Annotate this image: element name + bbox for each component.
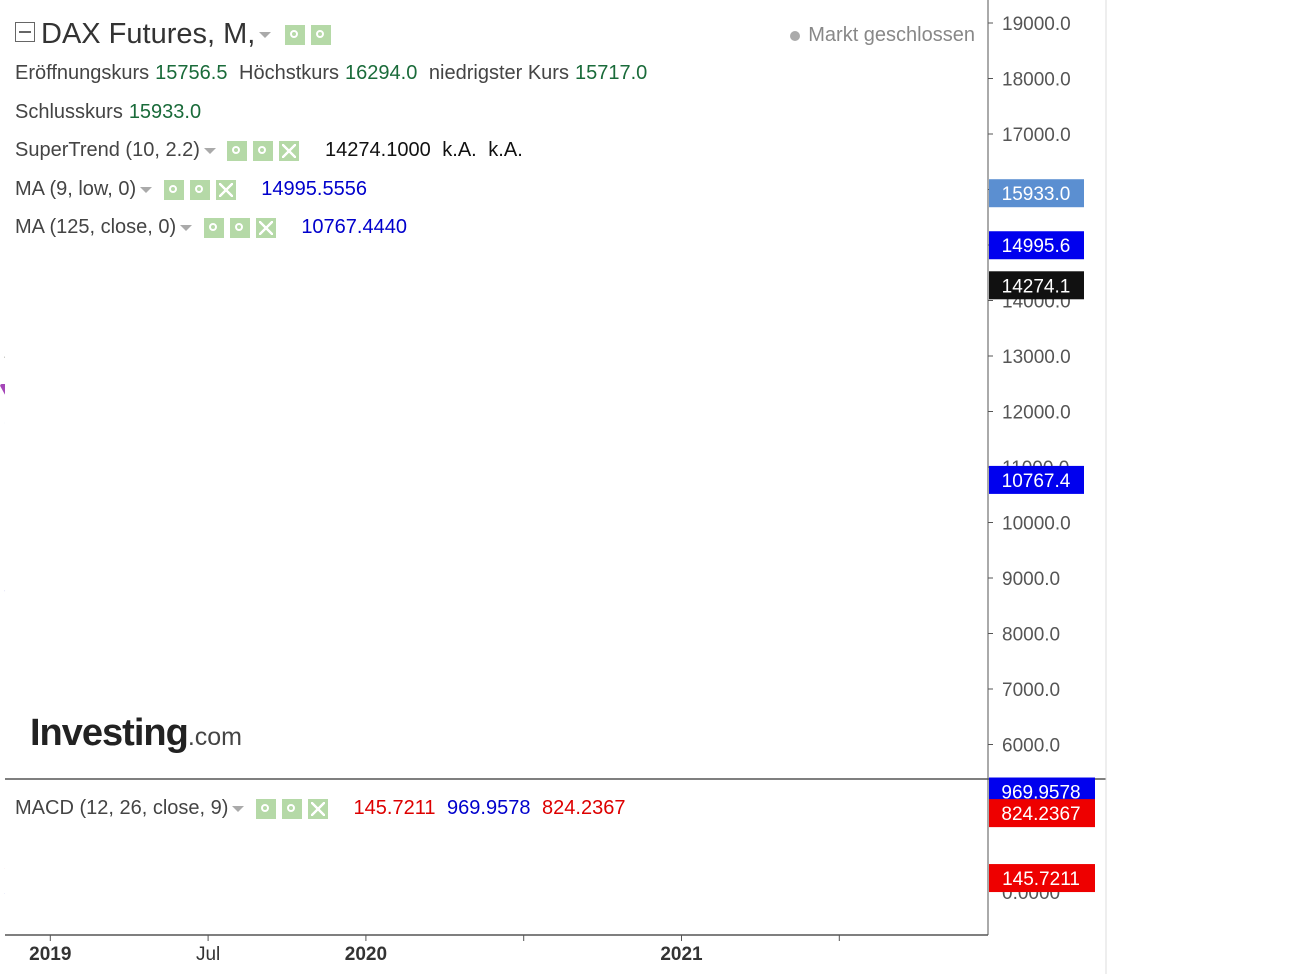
close-label: Schlusskurs [15,101,123,123]
y-tick-label: 12000.0 [1002,403,1071,424]
eye-icon[interactable] [255,798,276,819]
macd-hist-tag-text: 145.7211 [1002,869,1080,890]
axes: 6000.07000.08000.09000.010000.011000.012… [5,0,1315,974]
eye-icon[interactable] [203,217,224,238]
eye-icon[interactable] [163,179,184,200]
chevron-down-icon[interactable] [232,805,245,812]
last-price-tag-text: 15933.0 [1002,184,1071,205]
macd-line-tag-text: 969.9578 [1001,783,1080,804]
supertrend-price-tag-text: 14274.1 [1002,276,1071,297]
low-label: niedrigster Kurs [428,62,569,84]
background [5,0,1315,974]
logo-main: Investing [30,712,189,754]
y-tick-label: 9000.0 [1002,569,1060,590]
gear-icon[interactable] [229,217,250,238]
x-tick-label: 2019 [29,944,71,965]
macd-label: MACD (12, 26, close, 9) [15,797,229,819]
gear-icon[interactable] [189,179,210,200]
indicator-ma125[interactable]: MA (125, close, 0) 10767.4440 [15,216,413,239]
low-value: 15717.0 [574,62,648,84]
high-value: 16294.0 [345,62,418,84]
logo-suffix: .com [187,723,242,751]
ma9-price-tag: 14995.6 [989,231,1084,260]
high-label: Höchstkurs [239,62,340,84]
gear-icon[interactable] [311,25,332,46]
chart-title-row: DAX Futures, M, [15,18,337,51]
supertrend-price-tag-bg [989,271,1084,300]
status-dot-icon [790,30,801,41]
chevron-down-icon[interactable] [180,224,193,231]
x-tick-label: Jul [196,944,220,965]
macd-signal-value: 824.2367 [542,797,626,819]
macd-hist-tag-bg [989,864,1095,893]
macd-signal-tag: 824.2367 [989,799,1095,828]
ma9-price-tag-text: 14995.6 [1002,236,1071,257]
ohlc-row-2: Schlusskurs 15933.0 [15,101,207,124]
ma125-label: MA (125, close, 0) [15,216,177,238]
collapse-icon[interactable] [15,22,35,43]
close-value: 15933.0 [128,101,202,123]
supertrend-value-3: k.A. [488,139,523,161]
chart-title: DAX Futures, M, [41,18,256,50]
ma125-value: 10767.4440 [301,216,407,238]
y-tick-label: 18000.0 [1002,70,1071,91]
eye-icon[interactable] [227,140,248,161]
y-tick-label: 8000.0 [1002,625,1060,646]
macd-signal-tag-text: 824.2367 [1001,804,1080,825]
eye-icon[interactable] [285,25,306,46]
last-price-tag: 15933.0 [989,179,1084,208]
market-status-text: Markt geschlossen [808,24,975,46]
ma125-price-tag-bg [989,465,1084,494]
y-tick-label: 19000.0 [1002,14,1071,35]
y-tick-label: 17000.0 [1002,125,1071,146]
gear-icon[interactable] [253,140,274,161]
macd-signal-tag-bg [989,799,1095,828]
ma9-price-tag-bg [989,231,1084,260]
y-tick-label: 13000.0 [1002,347,1071,368]
indicator-supertrend[interactable]: SuperTrend (10, 2.2) 14274.1000 k.A. k.A… [15,139,529,162]
supertrend-price-tag: 14274.1 [989,271,1084,300]
macd-hist-tag: 145.7211 [989,864,1095,893]
supertrend-value: 14274.1000 [325,139,431,161]
investing-logo: Investing.com [30,712,242,755]
market-status: Markt geschlossen [790,24,975,47]
ma9-label: MA (9, low, 0) [15,178,137,200]
indicator-macd[interactable]: MACD (12, 26, close, 9) 145.7211 969.957… [15,797,631,820]
open-value: 15756.5 [155,62,228,84]
macd-hist-value: 145.7211 [353,797,436,819]
ma125-price-tag: 10767.4 [989,465,1084,494]
close-icon[interactable] [255,217,276,238]
x-tick-label: 2020 [345,944,387,965]
ma9-value: 14995.5556 [261,178,367,200]
x-tick-label: 2021 [660,944,703,965]
y-tick-label: 7000.0 [1002,680,1060,701]
open-label: Eröffnungskurs [15,62,150,84]
chevron-down-icon[interactable] [259,32,272,39]
close-icon[interactable] [307,798,328,819]
last-price-tag-bg [989,179,1084,208]
chevron-down-icon[interactable] [140,186,153,193]
close-icon[interactable] [279,140,300,161]
ma125-price-tag-text: 10767.4 [1002,471,1071,492]
macd-line-value: 969.9578 [447,797,531,819]
supertrend-value-2: k.A. [442,139,477,161]
y-tick-label: 10000.0 [1002,514,1071,535]
supertrend-label: SuperTrend (10, 2.2) [15,139,200,161]
chevron-down-icon[interactable] [203,147,216,154]
gear-icon[interactable] [281,798,302,819]
y-tick-label: 6000.0 [1002,736,1060,757]
indicator-ma9[interactable]: MA (9, low, 0) 14995.5556 [15,178,373,201]
close-icon[interactable] [215,179,236,200]
ohlc-row-1: Eröffnungskurs 15756.5 Höchstkurs 16294.0 … [15,62,653,85]
